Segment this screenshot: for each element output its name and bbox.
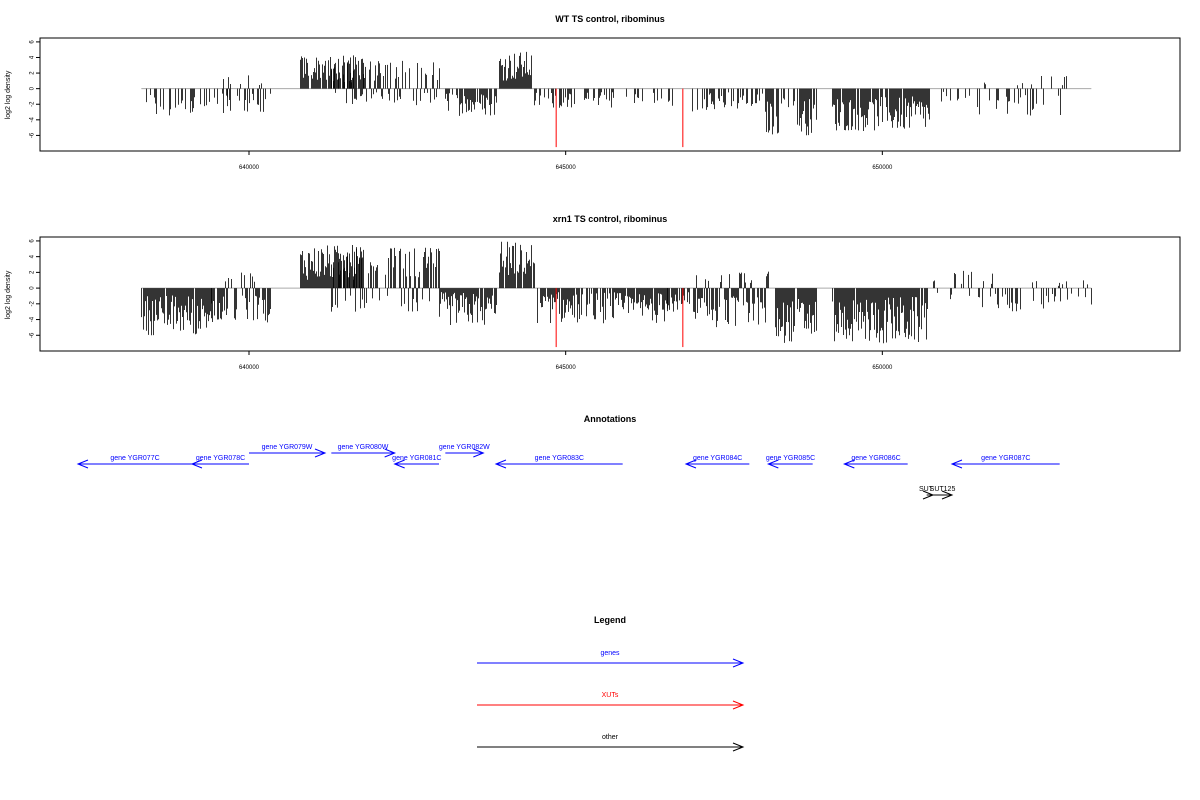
legend-label: XUTs	[602, 692, 619, 699]
feature-label: gene YGR085C	[766, 455, 815, 462]
x-axis-ticks: 640000 645000 650000	[239, 351, 893, 371]
feature-label: gene YGR086C	[851, 455, 900, 462]
y-axis-ticks: -6 -4 -2 0 2 4 6	[30, 239, 40, 338]
feature-arrow-head	[941, 490, 954, 500]
feature-label: gene YGR081C	[392, 455, 441, 462]
plot-frame	[39, 37, 1181, 152]
density-bars	[141, 51, 1092, 136]
x-tick-label: 650000	[872, 365, 893, 371]
feature-label: gene YGR083C	[535, 455, 584, 462]
x-tick-label: 640000	[239, 165, 260, 171]
feature-label: gene YGR082W	[439, 444, 490, 451]
feature-arrow-head	[314, 448, 327, 458]
y-tick-label: -4	[30, 316, 36, 322]
y-tick-label: 4	[30, 55, 36, 59]
x-tick-label: 640000	[239, 365, 260, 371]
feature-arrow-head	[494, 459, 507, 469]
feature-arrow-head	[684, 459, 697, 469]
feature-arrow-head	[842, 459, 855, 469]
feature-label: gene YGR087C	[981, 455, 1030, 462]
legend-arrow-head	[732, 658, 745, 668]
annotations-title: Annotations	[584, 414, 637, 424]
y-tick-label: -2	[30, 101, 36, 107]
legend-items: genes XUTs other	[477, 650, 745, 752]
feature-arrow-head	[766, 459, 779, 469]
y-axis-label: log2 log density	[5, 70, 12, 119]
y-tick-label: -6	[30, 332, 36, 338]
legend-label: genes	[600, 650, 620, 657]
legend: Legend genes XUTs other	[477, 615, 745, 752]
plot-frame	[39, 236, 1181, 352]
y-tick-label: 2	[30, 270, 36, 274]
annotations-track: Annotations gene YGR077C gene YGR078Cgene…	[76, 414, 1060, 500]
density-bars	[141, 241, 1092, 344]
y-tick-label: 6	[30, 239, 36, 243]
xut-highlight-lines	[555, 88, 684, 148]
y-tick-label: 4	[30, 254, 36, 258]
y-tick-label: 2	[30, 71, 36, 75]
feature-label: SUT125	[930, 486, 956, 493]
feature-label: SUT	[919, 486, 934, 493]
legend-arrow-head	[732, 742, 745, 752]
feature-arrow-head	[76, 459, 89, 469]
y-axis-label: log2 log density	[5, 270, 12, 319]
x-axis-ticks: 640000 645000 650000	[239, 151, 893, 171]
y-tick-label: -4	[30, 117, 36, 123]
y-tick-label: 6	[30, 40, 36, 44]
feature-label: gene YGR078C	[196, 455, 245, 462]
x-tick-label: 650000	[872, 165, 893, 171]
y-tick-label: -6	[30, 132, 36, 138]
feature-arrow-head	[950, 459, 963, 469]
y-tick-label: -2	[30, 301, 36, 307]
feature-arrow-head	[384, 448, 397, 458]
feature-label: gene YGR077C	[110, 455, 159, 462]
wt-density-panel: WT TS control, ribominus log2 log densit…	[5, 14, 1181, 171]
y-tick-label: 0	[30, 286, 36, 290]
legend-label: other	[602, 734, 619, 741]
feature-arrow-head	[393, 459, 405, 469]
xut-highlight-lines	[555, 288, 684, 348]
feature-label: gene YGR080W	[338, 444, 389, 451]
y-axis-ticks: -6 -4 -2 0 2 4 6	[30, 40, 40, 138]
feature-label: gene YGR079W	[262, 444, 313, 451]
feature-arrows: gene YGR077C gene YGR078C gene YGR079W gene…	[76, 444, 1060, 500]
panel-title: WT TS control, ribominus	[555, 14, 665, 24]
x-tick-label: 645000	[556, 165, 577, 171]
feature-arrow-head	[473, 448, 485, 458]
legend-title: Legend	[594, 615, 626, 625]
y-tick-label: 0	[30, 86, 36, 90]
legend-arrow-head	[732, 700, 745, 710]
feature-label: gene YGR084C	[693, 455, 742, 462]
feature-arrow-head	[190, 459, 203, 469]
panel-title: xrn1 TS control, ribominus	[553, 214, 668, 224]
x-tick-label: 645000	[556, 365, 577, 371]
xrn1-density-panel: xrn1 TS control, ribominus log2 log dens…	[5, 214, 1181, 371]
